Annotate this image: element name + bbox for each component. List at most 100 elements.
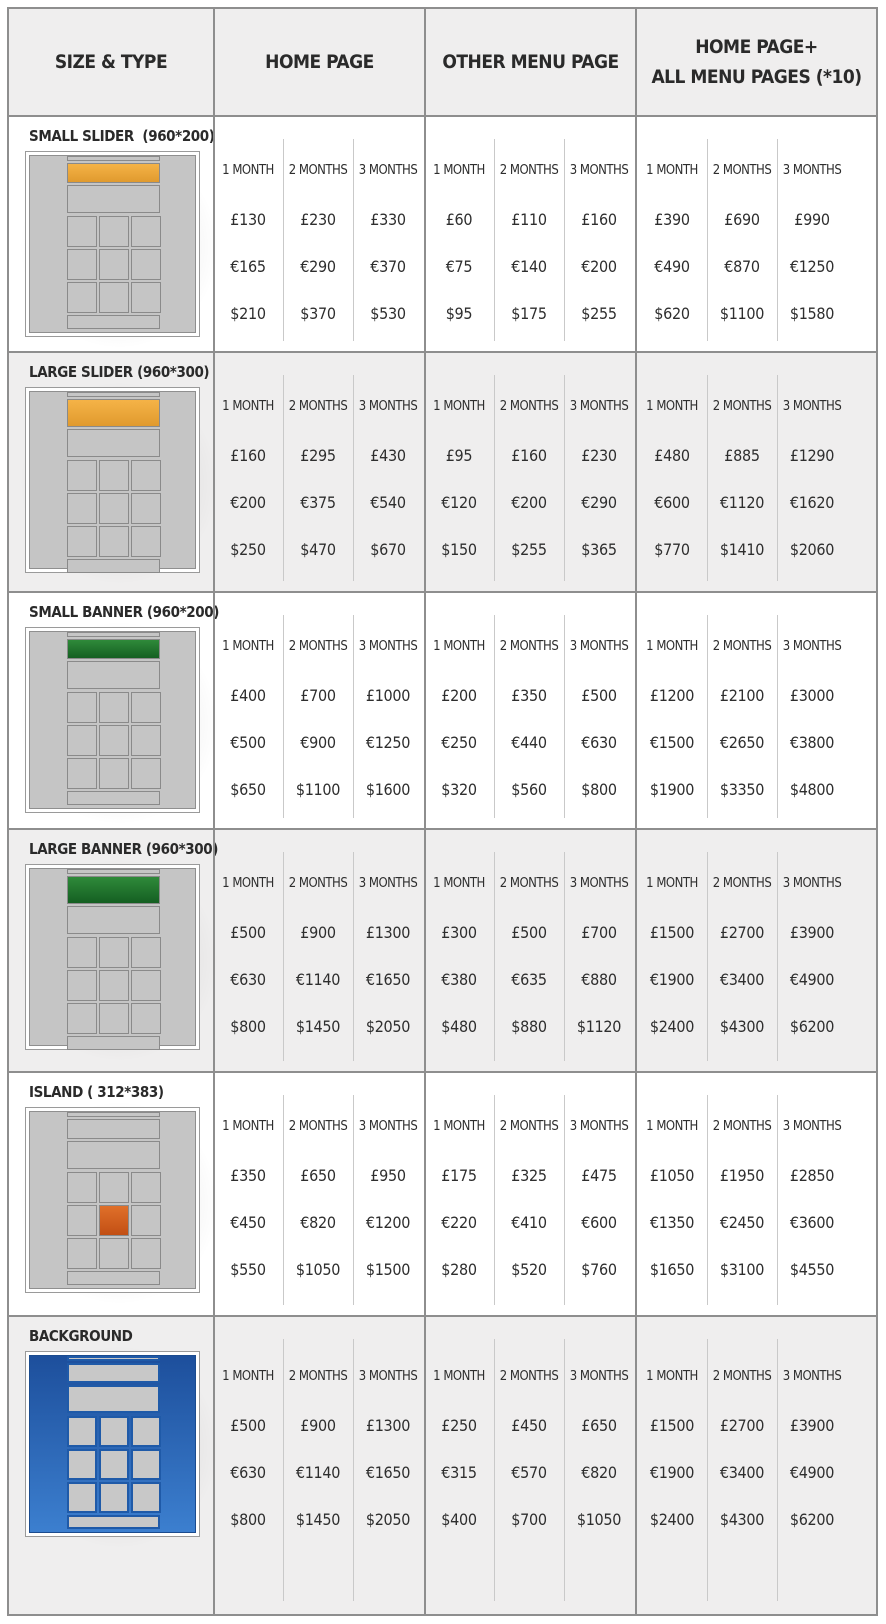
period-label: 1 MONTH <box>646 1119 698 1134</box>
row-label: LARGE BANNER (960*300) <box>29 840 218 858</box>
period-label: 3 MONTHS <box>782 399 842 414</box>
header-size-type: SIZE & TYPE <box>54 51 168 73</box>
price-eur: €380 <box>441 970 477 989</box>
column-separator <box>283 1339 284 1601</box>
price-gbp: £95 <box>445 446 473 465</box>
column-separator <box>283 852 284 1061</box>
price-gbp: £2700 <box>719 1416 765 1435</box>
layout-block <box>131 1003 161 1034</box>
column-separator <box>777 375 778 581</box>
price-usd: $400 <box>441 1510 477 1529</box>
price-eur: €4900 <box>789 970 835 989</box>
price-usd: $4300 <box>719 1017 765 1036</box>
period-label: 3 MONTHS <box>569 399 629 414</box>
price-gbp: £1000 <box>365 686 411 705</box>
price-gbp: £1500 <box>649 923 695 942</box>
price-usd: $620 <box>654 304 690 323</box>
row-label: BACKGROUND <box>29 1327 133 1345</box>
period-label: 3 MONTHS <box>569 1119 629 1134</box>
price-usd: $280 <box>441 1260 477 1279</box>
price-eur: €1140 <box>295 1463 341 1482</box>
price-eur: €630 <box>230 1463 266 1482</box>
price-gbp: £1200 <box>649 686 695 705</box>
layout-mockup <box>29 631 196 809</box>
ad-slot-highlight <box>67 163 160 183</box>
period-label: 1 MONTH <box>433 1119 485 1134</box>
column-separator <box>707 139 708 341</box>
price-eur: €870 <box>724 257 760 276</box>
period-label: 2 MONTHS <box>712 639 772 654</box>
layout-block <box>67 725 97 756</box>
layout-block <box>131 1416 161 1447</box>
price-usd: $210 <box>230 304 266 323</box>
layout-block <box>67 216 97 247</box>
layout-block <box>131 937 161 968</box>
price-gbp: £450 <box>511 1416 547 1435</box>
price-gbp: £700 <box>300 686 336 705</box>
price-gbp: £900 <box>300 923 336 942</box>
price-eur: €250 <box>441 733 477 752</box>
row-label: LARGE SLIDER (960*300) <box>29 363 210 381</box>
column-separator <box>707 375 708 581</box>
price-gbp: £2100 <box>719 686 765 705</box>
layout-thumbnail <box>25 1351 200 1537</box>
header-home-page: HOME PAGE <box>265 51 374 73</box>
period-label: 2 MONTHS <box>499 876 559 891</box>
price-eur: €490 <box>654 257 690 276</box>
layout-block <box>67 1036 160 1050</box>
period-label: 3 MONTHS <box>569 163 629 178</box>
layout-block <box>99 526 129 557</box>
layout-block <box>67 392 160 397</box>
table-header: SIZE & TYPE HOME PAGE OTHER MENU PAGE HO… <box>9 9 876 117</box>
layout-block <box>67 1112 160 1117</box>
column-separator <box>707 615 708 818</box>
price-usd: $370 <box>300 304 336 323</box>
price-gbp: £230 <box>300 210 336 229</box>
column-separator <box>283 1095 284 1305</box>
layout-thumbnail <box>25 627 200 813</box>
price-gbp: £700 <box>581 923 617 942</box>
layout-block <box>131 249 161 280</box>
price-eur: €1900 <box>649 970 695 989</box>
period-label: 3 MONTHS <box>569 639 629 654</box>
price-gbp: £390 <box>654 210 690 229</box>
layout-block <box>99 970 129 1001</box>
period-label: 2 MONTHS <box>288 639 348 654</box>
price-gbp: £1290 <box>789 446 835 465</box>
price-usd: $1050 <box>295 1260 341 1279</box>
price-gbp: £2850 <box>789 1166 835 1185</box>
price-gbp: £3000 <box>789 686 835 705</box>
price-usd: $800 <box>581 780 617 799</box>
period-label: 1 MONTH <box>222 399 274 414</box>
period-label: 2 MONTHS <box>288 1119 348 1134</box>
column-separator <box>707 852 708 1061</box>
layout-mockup <box>29 868 196 1050</box>
column-divider <box>635 9 637 1614</box>
period-label: 2 MONTHS <box>288 1369 348 1384</box>
period-label: 3 MONTHS <box>358 399 418 414</box>
price-gbp: £3900 <box>789 1416 835 1435</box>
column-separator <box>494 375 495 581</box>
price-eur: €600 <box>581 1213 617 1232</box>
price-gbp: £160 <box>511 446 547 465</box>
row-label: SMALL SLIDER (960*200) <box>29 127 215 145</box>
price-usd: $800 <box>230 1510 266 1529</box>
price-gbp: £650 <box>581 1416 617 1435</box>
layout-block <box>131 493 161 524</box>
layout-block <box>99 493 129 524</box>
column-separator <box>494 1339 495 1601</box>
layout-block <box>67 869 160 874</box>
price-gbp: £295 <box>300 446 336 465</box>
layout-block <box>131 1205 161 1236</box>
price-usd: $1450 <box>295 1510 341 1529</box>
layout-block <box>67 1356 160 1361</box>
column-separator <box>494 852 495 1061</box>
layout-block <box>67 1515 160 1529</box>
price-usd: $365 <box>581 540 617 559</box>
price-usd: $2400 <box>649 1510 695 1529</box>
layout-block <box>131 725 161 756</box>
price-usd: $880 <box>511 1017 547 1036</box>
price-usd: $2050 <box>365 1017 411 1036</box>
layout-block <box>99 1003 129 1034</box>
price-usd: $255 <box>581 304 617 323</box>
